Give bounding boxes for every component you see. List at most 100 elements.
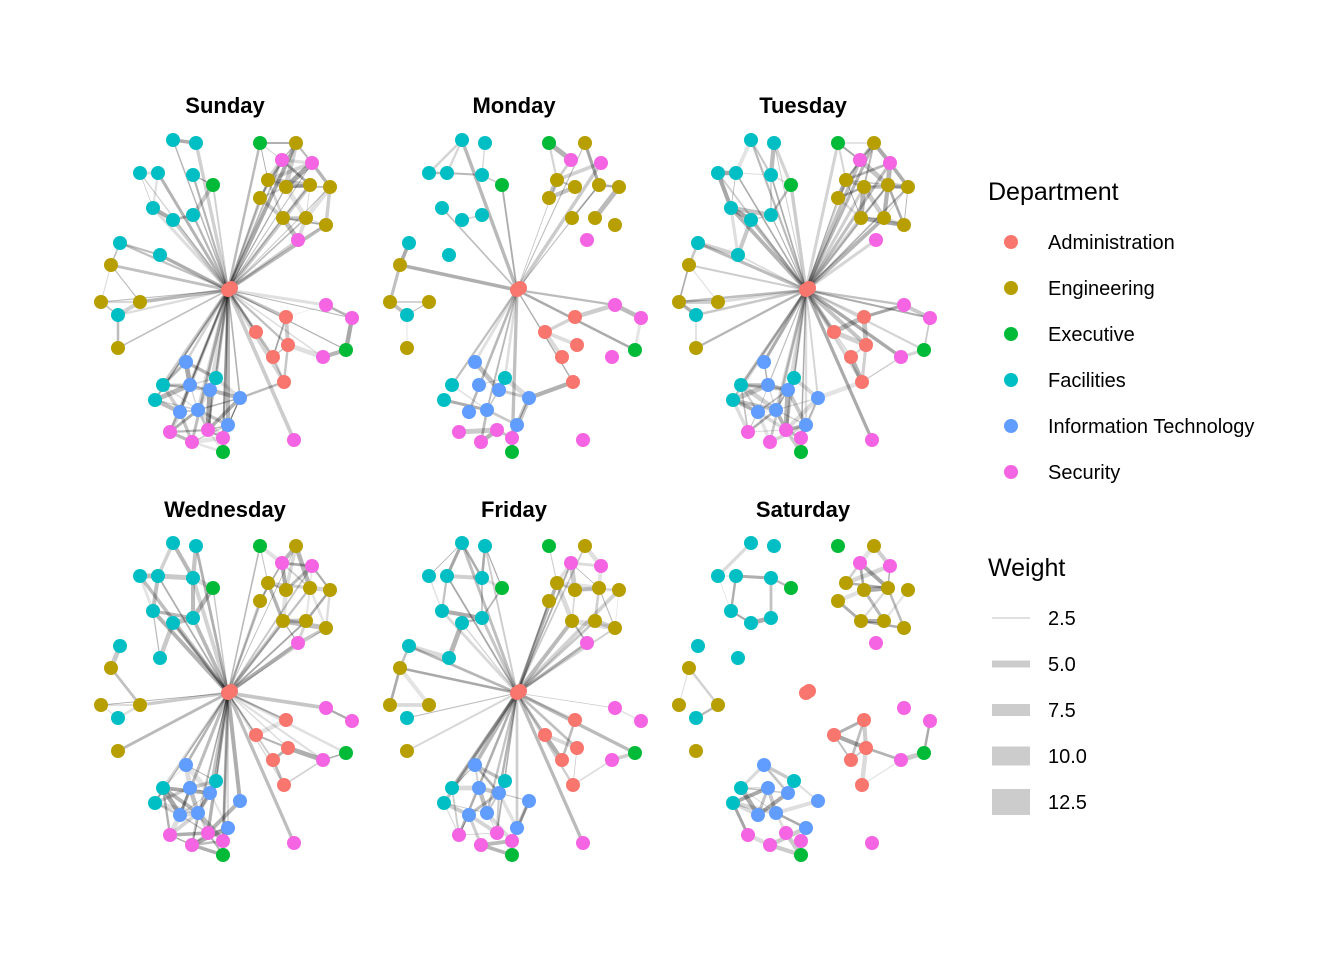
node-facilities: [166, 616, 180, 630]
edge: [583, 142, 601, 186]
node-engineering: [672, 295, 686, 309]
node-security: [216, 431, 230, 445]
edge: [473, 692, 519, 766]
edge: [863, 142, 875, 188]
edge: [749, 139, 808, 291]
edge: [805, 289, 865, 318]
node-engineering: [857, 180, 871, 194]
node-administration: [859, 741, 873, 755]
edge: [406, 692, 518, 719]
edge: [227, 692, 274, 761]
node-security: [741, 425, 755, 439]
node-facilities: [440, 569, 454, 583]
node-administration: [570, 338, 584, 352]
node-executive: [253, 539, 267, 553]
node-facilities: [189, 136, 203, 150]
node-facilities: [767, 539, 781, 553]
edge: [775, 397, 819, 411]
node-executive: [542, 136, 556, 150]
edge: [221, 692, 230, 842]
node-administration: [281, 338, 295, 352]
edge: [398, 666, 431, 707]
node-security: [741, 828, 755, 842]
node-facilities: [475, 168, 489, 182]
edge: [886, 587, 906, 629]
edge: [571, 184, 600, 219]
edge: [139, 172, 229, 291]
node-security: [576, 836, 590, 850]
edge: [206, 289, 230, 431]
edge: [226, 619, 285, 695]
node-administration: [857, 310, 871, 324]
edge: [717, 172, 807, 291]
node-administration: [538, 728, 552, 742]
edge: [283, 142, 299, 188]
node-executive: [542, 539, 556, 553]
node-engineering: [839, 576, 853, 590]
edge: [516, 545, 586, 694]
node-facilities: [113, 639, 127, 653]
panel-title: Wednesday: [164, 497, 287, 522]
node-administration: [555, 753, 569, 767]
node-administration: [277, 778, 291, 792]
edge: [767, 289, 807, 386]
edge: [804, 142, 876, 291]
edge: [729, 207, 740, 256]
edge: [206, 396, 242, 432]
edge: [805, 289, 931, 319]
edge: [308, 587, 328, 629]
node-facilities: [445, 781, 459, 795]
node-information-technology: [472, 781, 486, 795]
edge: [528, 379, 574, 401]
edge: [732, 800, 777, 816]
node-security: [345, 714, 359, 728]
node-information-technology: [179, 355, 193, 369]
node-information-technology: [781, 383, 795, 397]
node-facilities: [166, 133, 180, 147]
node-facilities: [498, 371, 512, 385]
node-administration: [855, 375, 869, 389]
edge: [451, 787, 460, 836]
node-information-technology: [761, 378, 775, 392]
node-security: [853, 153, 867, 167]
edge: [516, 692, 616, 709]
node-facilities: [455, 616, 469, 630]
node-security: [853, 556, 867, 570]
node-engineering: [104, 661, 118, 675]
node-administration: [566, 778, 580, 792]
edge: [450, 692, 519, 789]
node-information-technology: [468, 355, 482, 369]
node-engineering: [897, 621, 911, 635]
edge: [443, 398, 488, 412]
node-engineering: [261, 576, 275, 590]
node-engineering: [854, 211, 868, 225]
edge: [283, 759, 324, 786]
edge: [860, 587, 889, 622]
node-facilities: [726, 393, 740, 407]
node-security: [605, 753, 619, 767]
node-information-technology: [480, 403, 494, 417]
node-engineering: [400, 341, 414, 355]
node-facilities: [148, 393, 162, 407]
legend-label: Administration: [1048, 232, 1175, 254]
node-security: [634, 714, 648, 728]
edge: [516, 620, 596, 694]
edge: [227, 238, 299, 292]
node-information-technology: [799, 418, 813, 432]
node-facilities: [402, 639, 416, 653]
weight-label: 12.5: [1048, 792, 1087, 814]
nodes: [383, 536, 648, 862]
node-security: [185, 435, 199, 449]
node-engineering: [612, 583, 626, 597]
node-engineering: [831, 594, 845, 608]
node-facilities: [734, 378, 748, 392]
node-engineering: [682, 258, 696, 272]
node-security: [319, 298, 333, 312]
edge: [688, 667, 719, 706]
node-information-technology: [522, 391, 536, 405]
edge: [212, 587, 229, 694]
node-security: [490, 826, 504, 840]
node-administration: [802, 684, 816, 698]
node-facilities: [400, 711, 414, 725]
edge: [441, 207, 518, 291]
